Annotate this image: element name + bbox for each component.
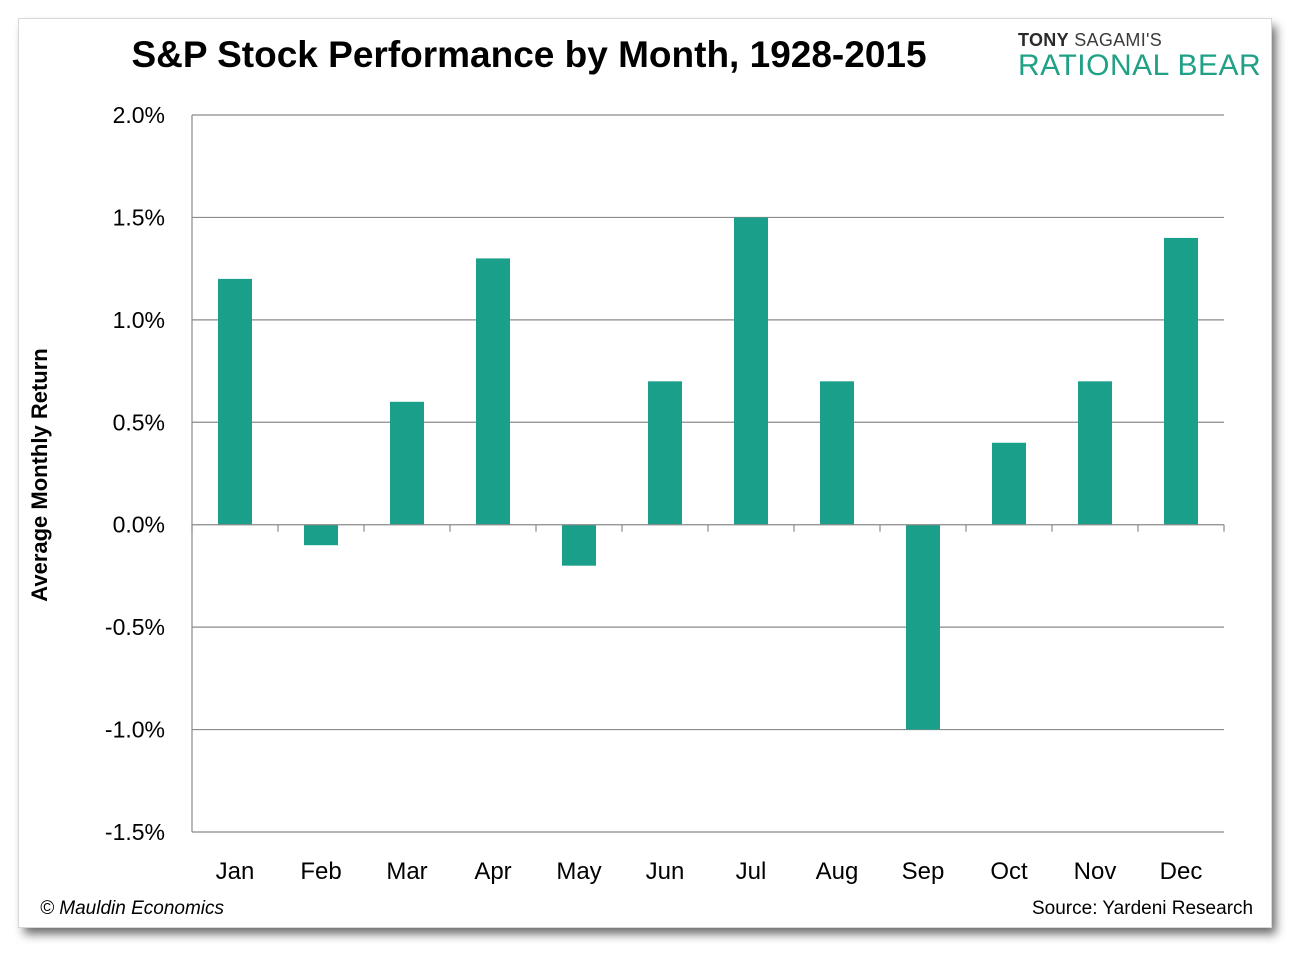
y-tick-label: 1.5%: [113, 204, 165, 230]
brand-product: RATIONAL BEAR: [1018, 49, 1262, 82]
x-tick-label: Jun: [646, 858, 685, 885]
gridlines: [192, 114, 1224, 833]
bar-oct: [992, 442, 1026, 525]
x-tick-label: Sep: [902, 858, 945, 885]
y-tick-labels: 2.0% 1.5% 1.0% 0.5% 0.0% -0.5% -1.0% -1.5%: [105, 102, 165, 845]
x-tick-label: Aug: [816, 858, 859, 885]
brand-author-last: SAGAMI'S: [1074, 30, 1163, 50]
brand-logo: TONY SAGAMI'S RATIONAL BEAR: [1018, 30, 1262, 83]
brand-author-first: TONY: [1018, 30, 1069, 50]
bar-sep: [906, 524, 940, 730]
y-tick-label: 2.0%: [113, 102, 165, 128]
bar-dec: [1164, 237, 1198, 525]
bar-apr: [476, 258, 510, 525]
x-tick-label: Apr: [474, 858, 511, 885]
brand-author: TONY SAGAMI'S: [1018, 30, 1256, 51]
chart-title: S&P Stock Performance by Month, 1928-201…: [131, 34, 927, 75]
bar-nov: [1078, 381, 1112, 525]
bars: [218, 217, 1198, 730]
source-text: Source: Yardeni Research: [1032, 898, 1254, 919]
bar-mar: [390, 401, 424, 525]
bar-feb: [304, 524, 338, 546]
bar-may: [562, 524, 596, 566]
y-tick-label: 0.0%: [113, 512, 165, 538]
x-tick-label: Oct: [990, 858, 1028, 885]
copyright-text: © Mauldin Economics: [40, 898, 225, 919]
x-tick-label: Feb: [300, 858, 341, 885]
y-tick-label: -1.0%: [105, 717, 165, 743]
y-tick-label: -0.5%: [105, 614, 165, 640]
x-tick-label: Jul: [736, 858, 767, 885]
bar-jan: [218, 278, 252, 525]
bar-jun: [648, 381, 682, 525]
x-tick-label: Jan: [216, 858, 255, 885]
bar-aug: [820, 381, 854, 525]
y-tick-label: -1.5%: [105, 819, 165, 845]
x-tick-label: Nov: [1074, 858, 1117, 885]
y-axis-label: Average Monthly Return: [27, 348, 52, 601]
axes: [191, 115, 1225, 832]
y-tick-label: 1.0%: [113, 307, 165, 333]
bar-jul: [734, 217, 768, 525]
x-tick-label: May: [556, 858, 601, 885]
x-tick-label: Mar: [386, 858, 427, 885]
x-tick-labels: Jan Feb Mar Apr May Jun Jul Aug Sep Oct Nov Dec: [216, 858, 1203, 885]
x-tick-label: Dec: [1160, 858, 1203, 885]
y-tick-label: 0.5%: [113, 409, 165, 435]
